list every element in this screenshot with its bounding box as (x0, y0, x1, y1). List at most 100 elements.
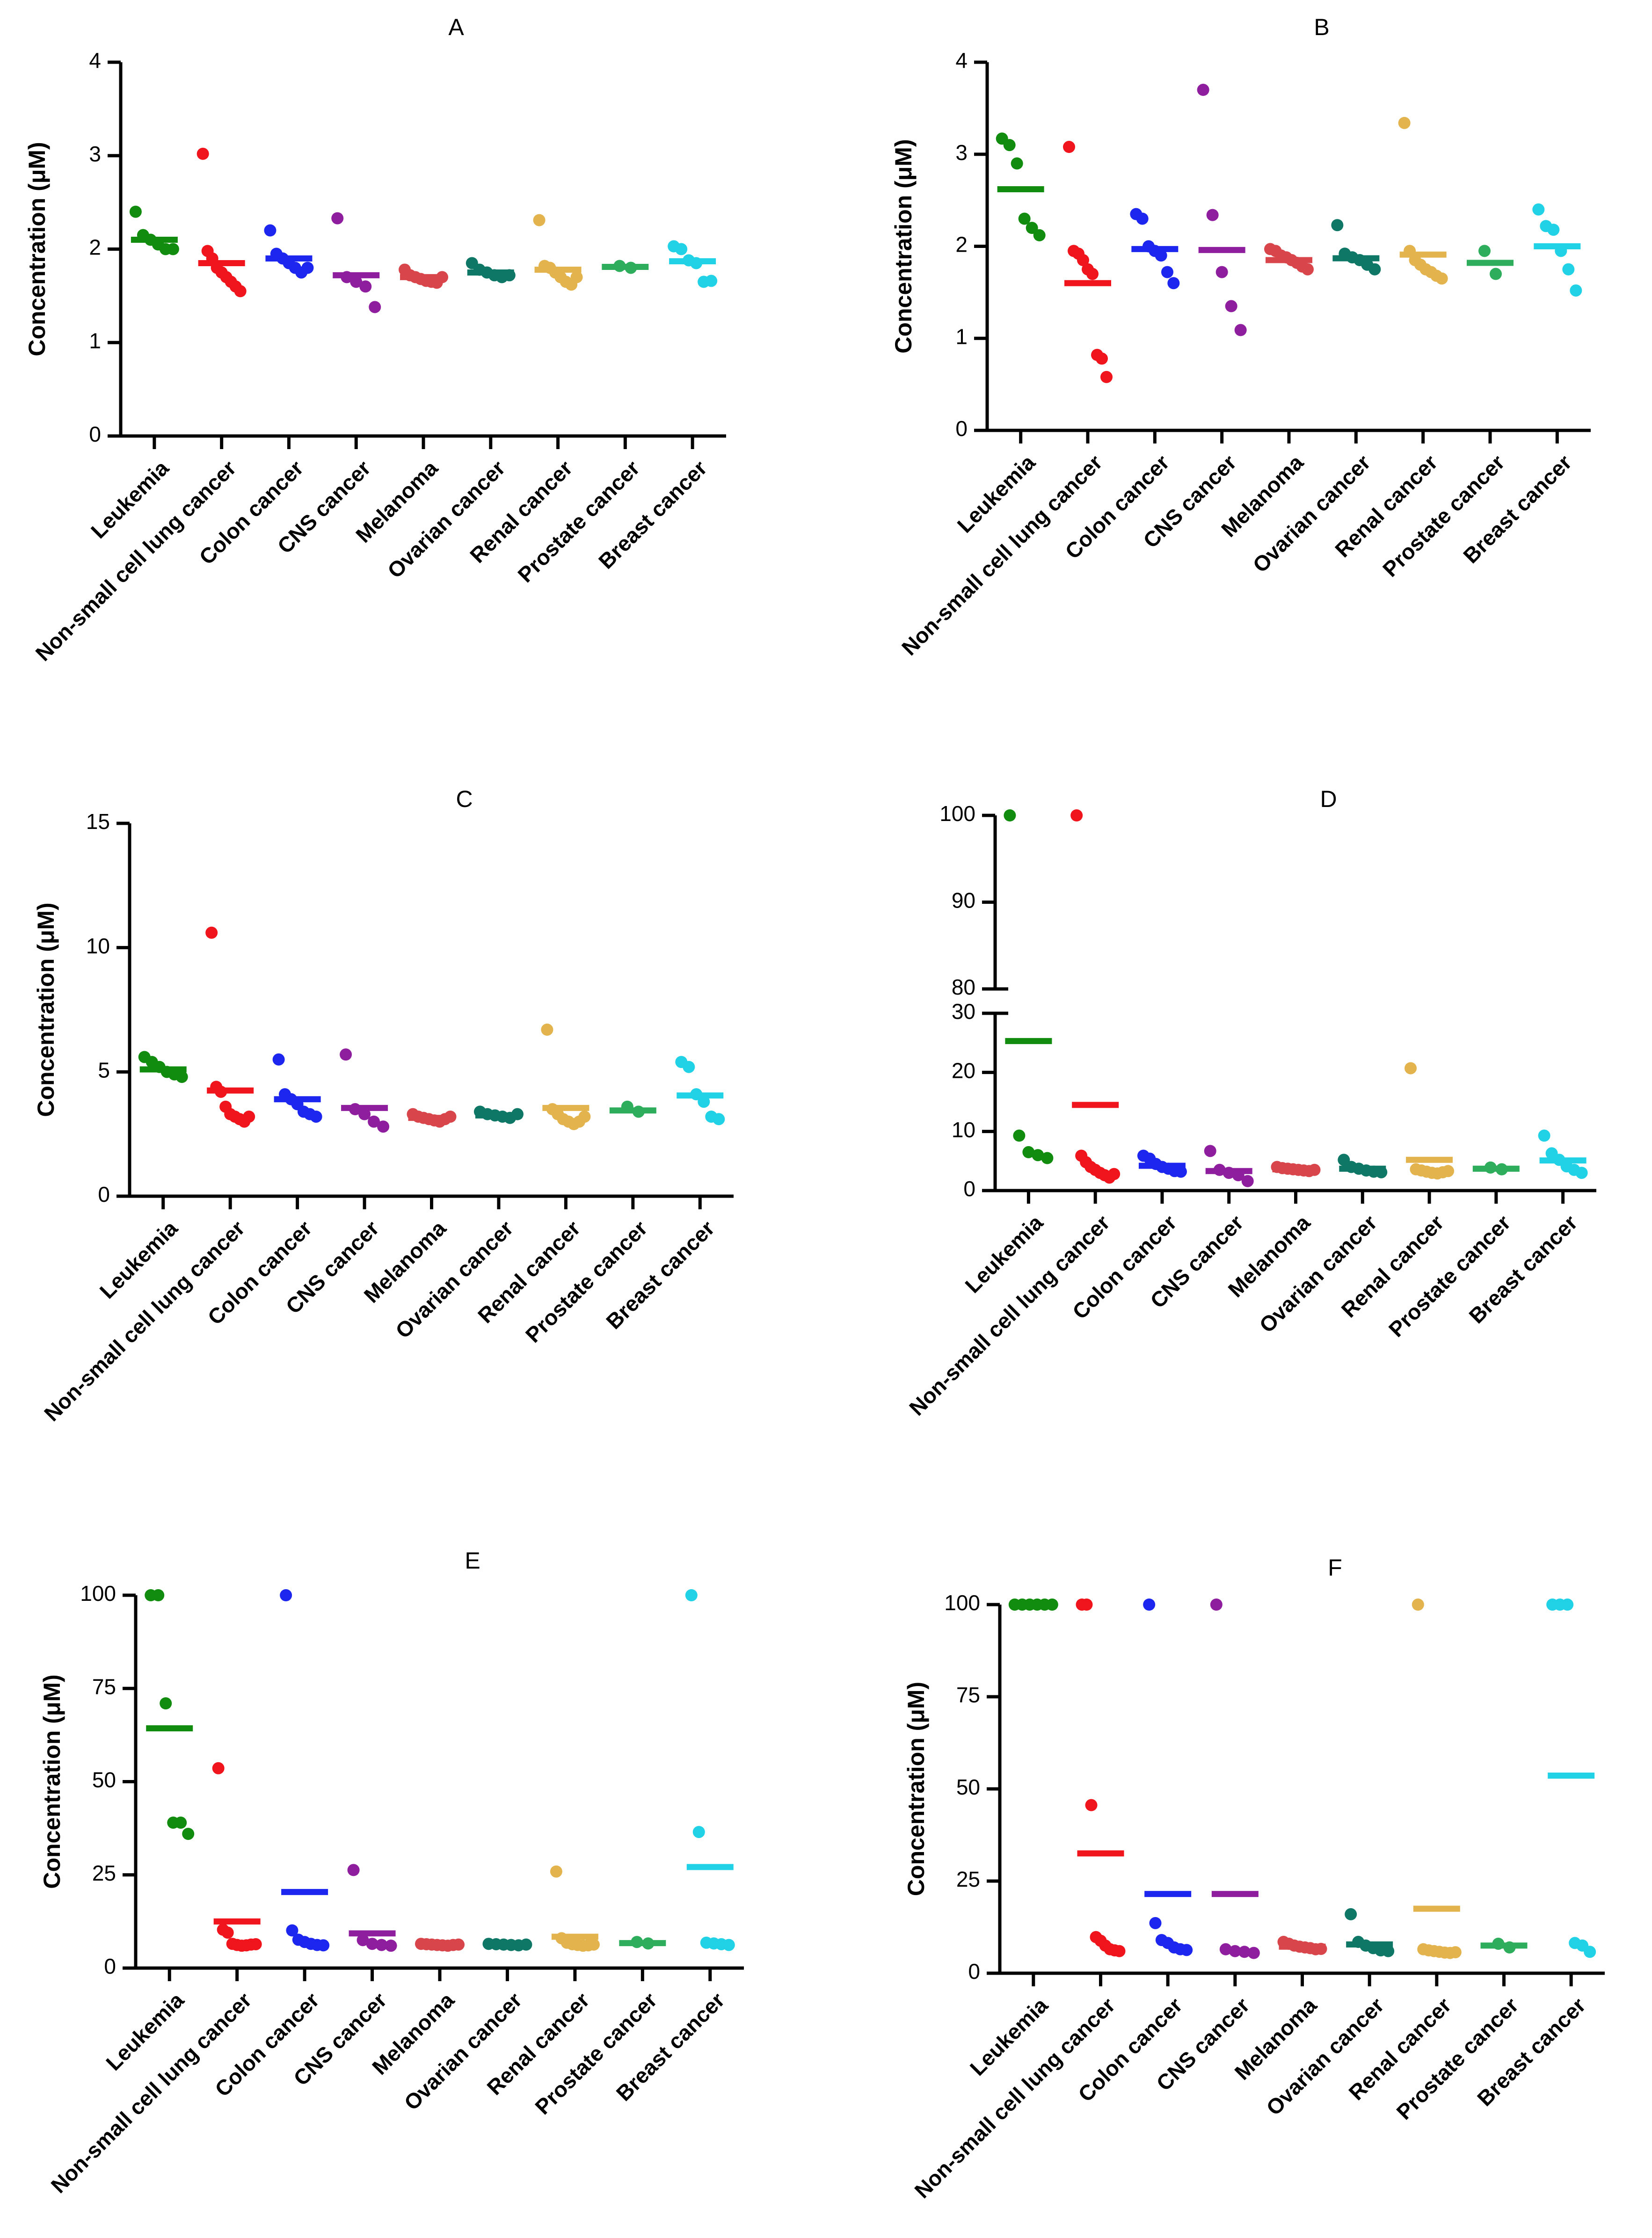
series-renal-cancer (541, 1024, 591, 1130)
data-point (1308, 1163, 1321, 1176)
data-point (511, 1108, 524, 1120)
series-non-small-cell-lung-cancer (205, 926, 255, 1128)
series-breast-cancer (675, 1056, 725, 1126)
x-tick-label: Prostate cancer (521, 1216, 652, 1347)
data-point (632, 1105, 645, 1118)
data-point (331, 212, 344, 225)
data-point (690, 1088, 703, 1101)
series-colon-cancer (1137, 1149, 1187, 1178)
y-tick-label: 0 (955, 416, 968, 441)
data-point (215, 1085, 227, 1098)
series-non-small-cell-lung-cancer (1063, 141, 1113, 383)
x-tick-label: Prostate cancer (1391, 1993, 1523, 2124)
data-point (310, 1110, 322, 1123)
data-point (196, 147, 209, 160)
series-ovarian-cancer (466, 257, 516, 283)
y-tick-label: 20 (952, 1058, 975, 1083)
data-point (578, 1110, 591, 1123)
data-point (1241, 1175, 1254, 1187)
series-ovarian-cancer (482, 1938, 532, 1952)
data-point (286, 1924, 298, 1937)
data-point (1070, 809, 1083, 821)
data-point (1234, 324, 1247, 336)
data-point (722, 1939, 735, 1951)
data-point (1155, 249, 1167, 262)
data-point (1018, 212, 1031, 225)
data-point (1331, 219, 1344, 232)
data-point (1080, 1599, 1093, 1611)
y-tick-label: 50 (92, 1768, 116, 1792)
data-point (683, 1061, 695, 1073)
data-point (359, 280, 372, 293)
data-point (705, 275, 718, 287)
data-point (1223, 1167, 1235, 1179)
data-point (1547, 224, 1560, 236)
y-tick-label: 25 (956, 1867, 980, 1891)
series-ovarian-cancer (1338, 1154, 1388, 1178)
data-point (541, 1024, 553, 1036)
y-tick-label: 90 (952, 888, 975, 913)
data-point (1022, 1146, 1035, 1158)
y-tick-label: 4 (89, 48, 101, 73)
data-point (1503, 1941, 1516, 1954)
series-melanoma (1271, 1161, 1321, 1177)
panel-title: F (1328, 1555, 1342, 1581)
data-point (1404, 245, 1416, 257)
series-colon-cancer (272, 1053, 322, 1123)
data-point (503, 269, 516, 282)
data-point (1046, 1599, 1058, 1611)
data-point (1382, 1945, 1395, 1957)
data-point (1368, 263, 1381, 276)
series-renal-cancer (1405, 1062, 1455, 1180)
y-tick-label: 0 (968, 1959, 980, 1984)
series-renal-cancer (533, 214, 583, 291)
data-point (713, 1113, 725, 1126)
data-point (234, 285, 247, 298)
data-point (1004, 809, 1016, 821)
series-cns-cancer (347, 1864, 397, 1952)
data-point (452, 1938, 465, 1951)
series-cns-cancer (1204, 1145, 1254, 1187)
y-axis-label: Concentration (μM) (24, 142, 50, 356)
data-point (444, 1110, 457, 1123)
data-point (175, 1070, 188, 1083)
data-point (1398, 116, 1411, 129)
data-point (1232, 1169, 1244, 1182)
y-tick-label: 75 (92, 1674, 116, 1699)
data-point (1113, 1945, 1126, 1957)
series-leukemia (145, 1589, 195, 1840)
x-tick-label: Ovarian cancer (1248, 450, 1375, 577)
data-point (1167, 277, 1180, 290)
series-renal-cancer (1412, 1599, 1462, 1959)
y-tick-label: 75 (956, 1683, 980, 1707)
series-prostate-cancer (1480, 1937, 1528, 1954)
data-point (1570, 284, 1582, 297)
y-tick-label: 1 (89, 328, 101, 353)
data-point (301, 262, 314, 274)
data-point (1174, 1165, 1187, 1178)
data-point (377, 1120, 390, 1133)
data-point (1315, 1942, 1327, 1955)
y-tick-label: 100 (944, 1591, 980, 1615)
data-point (690, 257, 703, 269)
series-breast-cancer (685, 1589, 735, 1951)
data-point (1180, 1944, 1193, 1956)
data-point (1561, 1599, 1574, 1611)
data-point (1375, 1166, 1388, 1178)
data-point (625, 262, 637, 274)
y-tick-label: 100 (939, 801, 975, 826)
data-point (1197, 84, 1209, 96)
panel-title: E (465, 1548, 480, 1574)
series-breast-cancer (1538, 1129, 1588, 1179)
x-tick-label: Prostate cancer (1384, 1210, 1515, 1342)
y-tick-label: 50 (956, 1775, 980, 1799)
x-tick-label: Prostate cancer (513, 456, 644, 587)
series-leukemia (129, 205, 179, 255)
data-point (1136, 212, 1149, 225)
data-point (1013, 1129, 1026, 1142)
